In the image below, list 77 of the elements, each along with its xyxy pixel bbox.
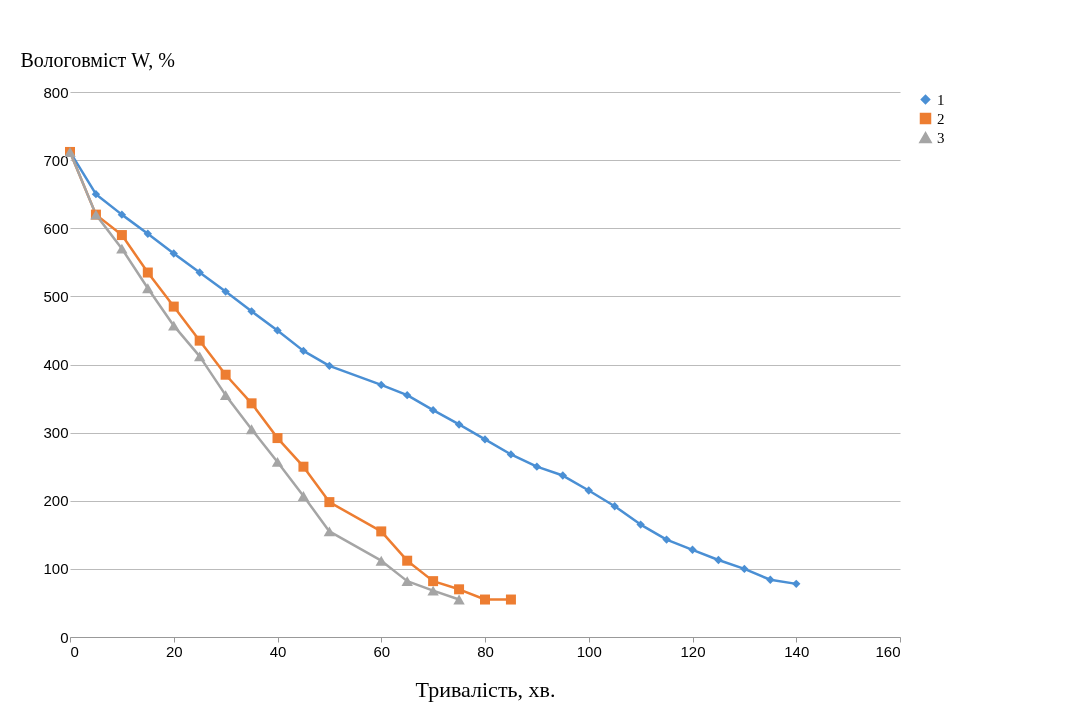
point	[403, 390, 412, 400]
point	[220, 369, 231, 380]
y-tick-label: 600	[43, 219, 69, 237]
point	[271, 456, 284, 467]
point	[142, 283, 154, 294]
point	[193, 351, 206, 362]
x-tick-label: 120	[680, 642, 706, 660]
y-tick-label: 500	[43, 287, 69, 305]
point	[558, 471, 567, 480]
point	[143, 229, 152, 238]
x-axis-title: Тривалість, хв.	[415, 676, 556, 702]
point	[453, 594, 465, 605]
point	[298, 461, 309, 472]
point	[636, 520, 645, 529]
point	[299, 346, 308, 356]
point	[323, 526, 336, 537]
y-tick-label: 100	[43, 560, 69, 578]
point	[792, 579, 801, 589]
point	[168, 320, 180, 331]
x-tick-label: 160	[875, 642, 901, 660]
x-tick-label: 60	[373, 642, 391, 660]
point	[272, 433, 283, 444]
point	[401, 576, 413, 587]
point	[480, 435, 490, 444]
point	[117, 210, 127, 219]
point	[688, 545, 697, 554]
point	[454, 584, 465, 595]
x-tick-label: 40	[269, 642, 287, 660]
x-tick-label: 140	[784, 642, 810, 660]
point	[377, 380, 386, 390]
point	[427, 585, 439, 596]
point	[169, 249, 178, 258]
y-tick-label: 800	[43, 83, 69, 101]
point	[116, 243, 128, 254]
point	[532, 462, 542, 471]
point	[246, 398, 257, 409]
point	[245, 424, 258, 435]
point	[142, 267, 153, 278]
point	[273, 326, 282, 335]
point	[610, 502, 619, 511]
x-tick-label: 80	[477, 642, 494, 660]
point	[428, 405, 438, 415]
y-tick-label: 700	[43, 151, 69, 169]
legend-label: 3	[937, 129, 945, 146]
point	[376, 526, 387, 537]
point	[714, 555, 723, 565]
point	[194, 335, 205, 346]
point	[402, 555, 413, 566]
point	[480, 594, 490, 605]
point	[505, 594, 516, 605]
point	[195, 268, 204, 277]
point	[584, 486, 593, 495]
point	[740, 564, 749, 574]
point	[219, 390, 232, 401]
x-tick-label: 20	[165, 642, 183, 660]
x-tick-label: 100	[576, 642, 602, 660]
point	[662, 535, 671, 544]
point	[428, 576, 439, 587]
point	[247, 307, 256, 316]
y-axis-title: Вологовміст W, %	[20, 48, 175, 71]
point	[168, 301, 179, 312]
legend-label: 1	[937, 91, 945, 108]
y-tick-label: 300	[43, 424, 69, 442]
point	[221, 287, 230, 296]
point	[91, 190, 101, 199]
y-tick-label: 400	[43, 356, 69, 373]
point	[116, 230, 127, 241]
point	[324, 497, 335, 508]
point	[297, 491, 310, 501]
point	[454, 420, 464, 429]
point	[506, 450, 516, 459]
point	[766, 575, 775, 584]
y-tick-label: 200	[43, 492, 69, 510]
y-tick-label: 0	[60, 628, 69, 646]
point	[325, 361, 334, 371]
legend-label: 2	[937, 110, 945, 127]
point	[375, 555, 387, 566]
